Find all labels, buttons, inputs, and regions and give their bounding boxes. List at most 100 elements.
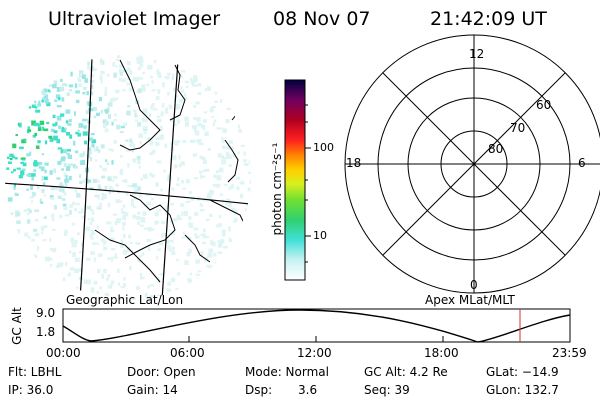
aurora-pixel <box>46 102 51 107</box>
aurora-pixel <box>43 194 46 197</box>
aurora-pixel <box>104 109 109 114</box>
aurora-pixel <box>93 147 99 152</box>
aurora-pixel <box>75 99 80 104</box>
aurora-pixel <box>69 209 72 215</box>
aurora-pixel <box>177 119 181 124</box>
aurora-pixel <box>155 137 160 140</box>
aurora-pixel <box>194 235 200 239</box>
aurora-pixel <box>118 68 123 74</box>
aurora-pixel <box>197 122 202 127</box>
aurora-pixel <box>176 114 180 119</box>
mlt-label-0: 0 <box>470 278 478 292</box>
aurora-pixel <box>69 118 72 123</box>
aurora-pixel <box>8 161 12 164</box>
aurora-pixel <box>86 179 92 183</box>
aurora-pixel <box>167 244 171 250</box>
aurora-pixel <box>31 104 36 108</box>
aurora-pixel <box>26 173 31 177</box>
aurora-pixel <box>32 134 36 138</box>
aurora-pixel <box>184 210 188 216</box>
aurora-pixel <box>106 221 112 225</box>
aurora-pixel <box>70 237 75 243</box>
aurora-pixel <box>89 80 95 83</box>
aurora-pixel <box>91 288 94 293</box>
aurora-pixel <box>16 220 21 224</box>
aurora-pixel <box>121 179 125 183</box>
aurora-pixel <box>120 239 124 244</box>
aurora-pixel <box>140 217 146 220</box>
aurora-pixel <box>171 187 175 191</box>
aurora-pixel <box>93 257 96 263</box>
aurora-pixel <box>10 212 14 215</box>
aurora-pixel <box>131 149 134 153</box>
aurora-pixel <box>180 86 183 90</box>
aurora-pixel <box>221 159 226 165</box>
aurora-pixel <box>81 215 87 219</box>
aurora-pixel <box>232 153 236 158</box>
aurora-pixel <box>110 97 116 102</box>
aurora-pixel <box>107 284 113 289</box>
aurora-pixel <box>139 255 142 258</box>
aurora-pixel <box>91 139 96 144</box>
aurora-pixel <box>147 227 152 232</box>
aurora-pixel <box>35 106 38 109</box>
aurora-pixel <box>149 113 152 117</box>
aurora-pixel <box>86 257 91 261</box>
aurora-pixel <box>200 209 205 212</box>
aurora-pixel <box>107 202 111 208</box>
aurora-pixel <box>100 60 103 65</box>
aurora-pixel <box>99 75 103 81</box>
status-gc-alt: GC Alt: 4.2 Re <box>364 365 448 379</box>
aurora-pixel <box>34 218 39 222</box>
aurora-pixel <box>7 197 13 202</box>
time-tick-1200: 12:00 <box>297 346 332 360</box>
aurora-pixel <box>140 219 146 223</box>
aurora-pixel <box>82 74 86 80</box>
aurora-pixel <box>68 89 72 92</box>
aurora-pixel <box>31 120 36 126</box>
aurora-pixel <box>122 226 125 231</box>
aurora-pixel <box>150 284 155 287</box>
aurora-pixel <box>97 194 100 200</box>
aurora-pixel <box>127 76 130 81</box>
aurora-pixel <box>112 213 118 216</box>
aurora-pixel <box>13 183 16 188</box>
aurora-pixel <box>188 222 192 226</box>
aurora-pixel <box>120 71 123 76</box>
aurora-pixel <box>52 228 56 231</box>
aurora-pixel <box>70 71 73 77</box>
aurora-pixel <box>214 91 218 95</box>
mlat-label-80: 80 <box>488 142 504 156</box>
aurora-pixel <box>87 217 91 221</box>
aurora-pixel <box>18 122 22 128</box>
aurora-pixel <box>74 240 78 245</box>
aurora-pixel <box>209 213 213 217</box>
aurora-pixel <box>212 252 217 257</box>
aurora-pixel <box>34 132 38 137</box>
time-tick-2359: 23:59 <box>552 346 587 360</box>
aurora-pixel <box>226 107 231 111</box>
aurora-pixel <box>63 172 67 178</box>
aurora-pixel <box>149 152 153 156</box>
colorbar-unit-label: photon cm⁻²s⁻¹ <box>270 142 284 236</box>
aurora-pixel <box>64 127 67 131</box>
aurora-pixel <box>61 128 66 133</box>
aurora-pixel <box>73 111 76 116</box>
aurora-pixel <box>66 152 70 155</box>
aurora-pixel <box>58 184 64 188</box>
status-dsp-value: 3.6 <box>298 383 318 397</box>
aurora-pixel <box>135 119 138 122</box>
aurora-pixel <box>34 209 39 212</box>
aurora-pixel <box>87 61 90 66</box>
status-glat: GLat: −14.9 <box>486 365 559 379</box>
aurora-pixel <box>18 175 23 179</box>
aurora-pixel <box>32 228 38 232</box>
aurora-pixel <box>143 118 148 122</box>
aurora-pixel <box>207 253 213 258</box>
aurora-pixel <box>127 247 130 252</box>
aurora-pixel <box>142 71 145 75</box>
geographic-caption: Geographic Lat/Lon <box>66 293 184 307</box>
aurora-pixel <box>238 123 242 127</box>
aurora-pixel <box>210 239 213 245</box>
aurora-pixel <box>184 80 189 84</box>
